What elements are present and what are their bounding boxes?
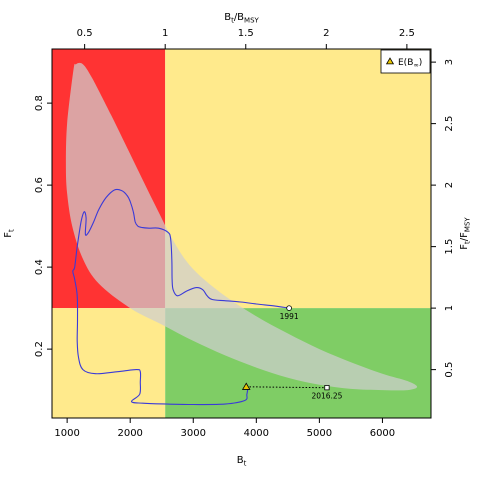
- top-axis-title: Bt/BMSY: [224, 12, 259, 25]
- x-tick-label: 1000: [54, 428, 79, 439]
- right-tick-label: 2: [444, 182, 455, 188]
- right-axis-title: Ft/FMSY: [459, 217, 472, 250]
- plot-frame: [51, 48, 432, 419]
- top-tick-label: 0.5: [77, 28, 93, 39]
- top-tick-label: 1: [162, 28, 168, 39]
- marks: [72, 188, 330, 406]
- labels: 1991 2016.25 Bt Ft Bt/BMSY Ft/FMSY E(B∞): [3, 12, 472, 468]
- right-tick-label: 1.5: [444, 239, 455, 255]
- y-tick-label: 0.8: [34, 95, 45, 111]
- confidence-region: [65, 62, 418, 391]
- top-tick-label: 2: [323, 28, 329, 39]
- trajectory-line: [72, 188, 290, 406]
- right-tick-label: 3: [444, 59, 455, 65]
- x-tick-label: 2000: [117, 428, 142, 439]
- end-point-2016: [324, 385, 330, 391]
- legend-box: [380, 49, 431, 74]
- y-tick-label: 0.2: [34, 341, 45, 357]
- top-tick-label: 1.5: [238, 28, 254, 39]
- quadrant-yellow-bottom: [52, 308, 166, 418]
- annotation-2016: 2016.25: [311, 392, 342, 401]
- x-tick-label: 5000: [307, 428, 332, 439]
- x-tick-label: 3000: [181, 428, 206, 439]
- x-axis-title: Bt: [237, 455, 247, 468]
- legend-label: E(B∞): [398, 58, 422, 69]
- start-point-1991: [286, 305, 292, 311]
- equilibrium-marker: [241, 382, 251, 390]
- legend-triangle: [385, 57, 395, 65]
- projection-line: [246, 386, 327, 389]
- x-tick-label: 4000: [244, 428, 269, 439]
- top-tick-label: 2.5: [399, 28, 415, 39]
- annotation-1991: 1991: [280, 312, 299, 321]
- y-tick-label: 0.6: [34, 177, 45, 193]
- quadrant-yellow-top: [165, 49, 431, 309]
- right-tick-label: 1: [444, 305, 455, 311]
- right-tick-label: 2.5: [444, 116, 455, 132]
- axes: 1000 2000 3000 4000 5000 6000 0.2 0.4 0.6 0.8 0.5 1…: [34, 28, 455, 439]
- y-tick-label: 0.4: [34, 259, 45, 275]
- y-axis-title: Ft: [3, 229, 16, 238]
- plot-area: [52, 49, 431, 418]
- x-tick-label: 6000: [370, 428, 395, 439]
- right-tick-label: 0.5: [444, 362, 455, 378]
